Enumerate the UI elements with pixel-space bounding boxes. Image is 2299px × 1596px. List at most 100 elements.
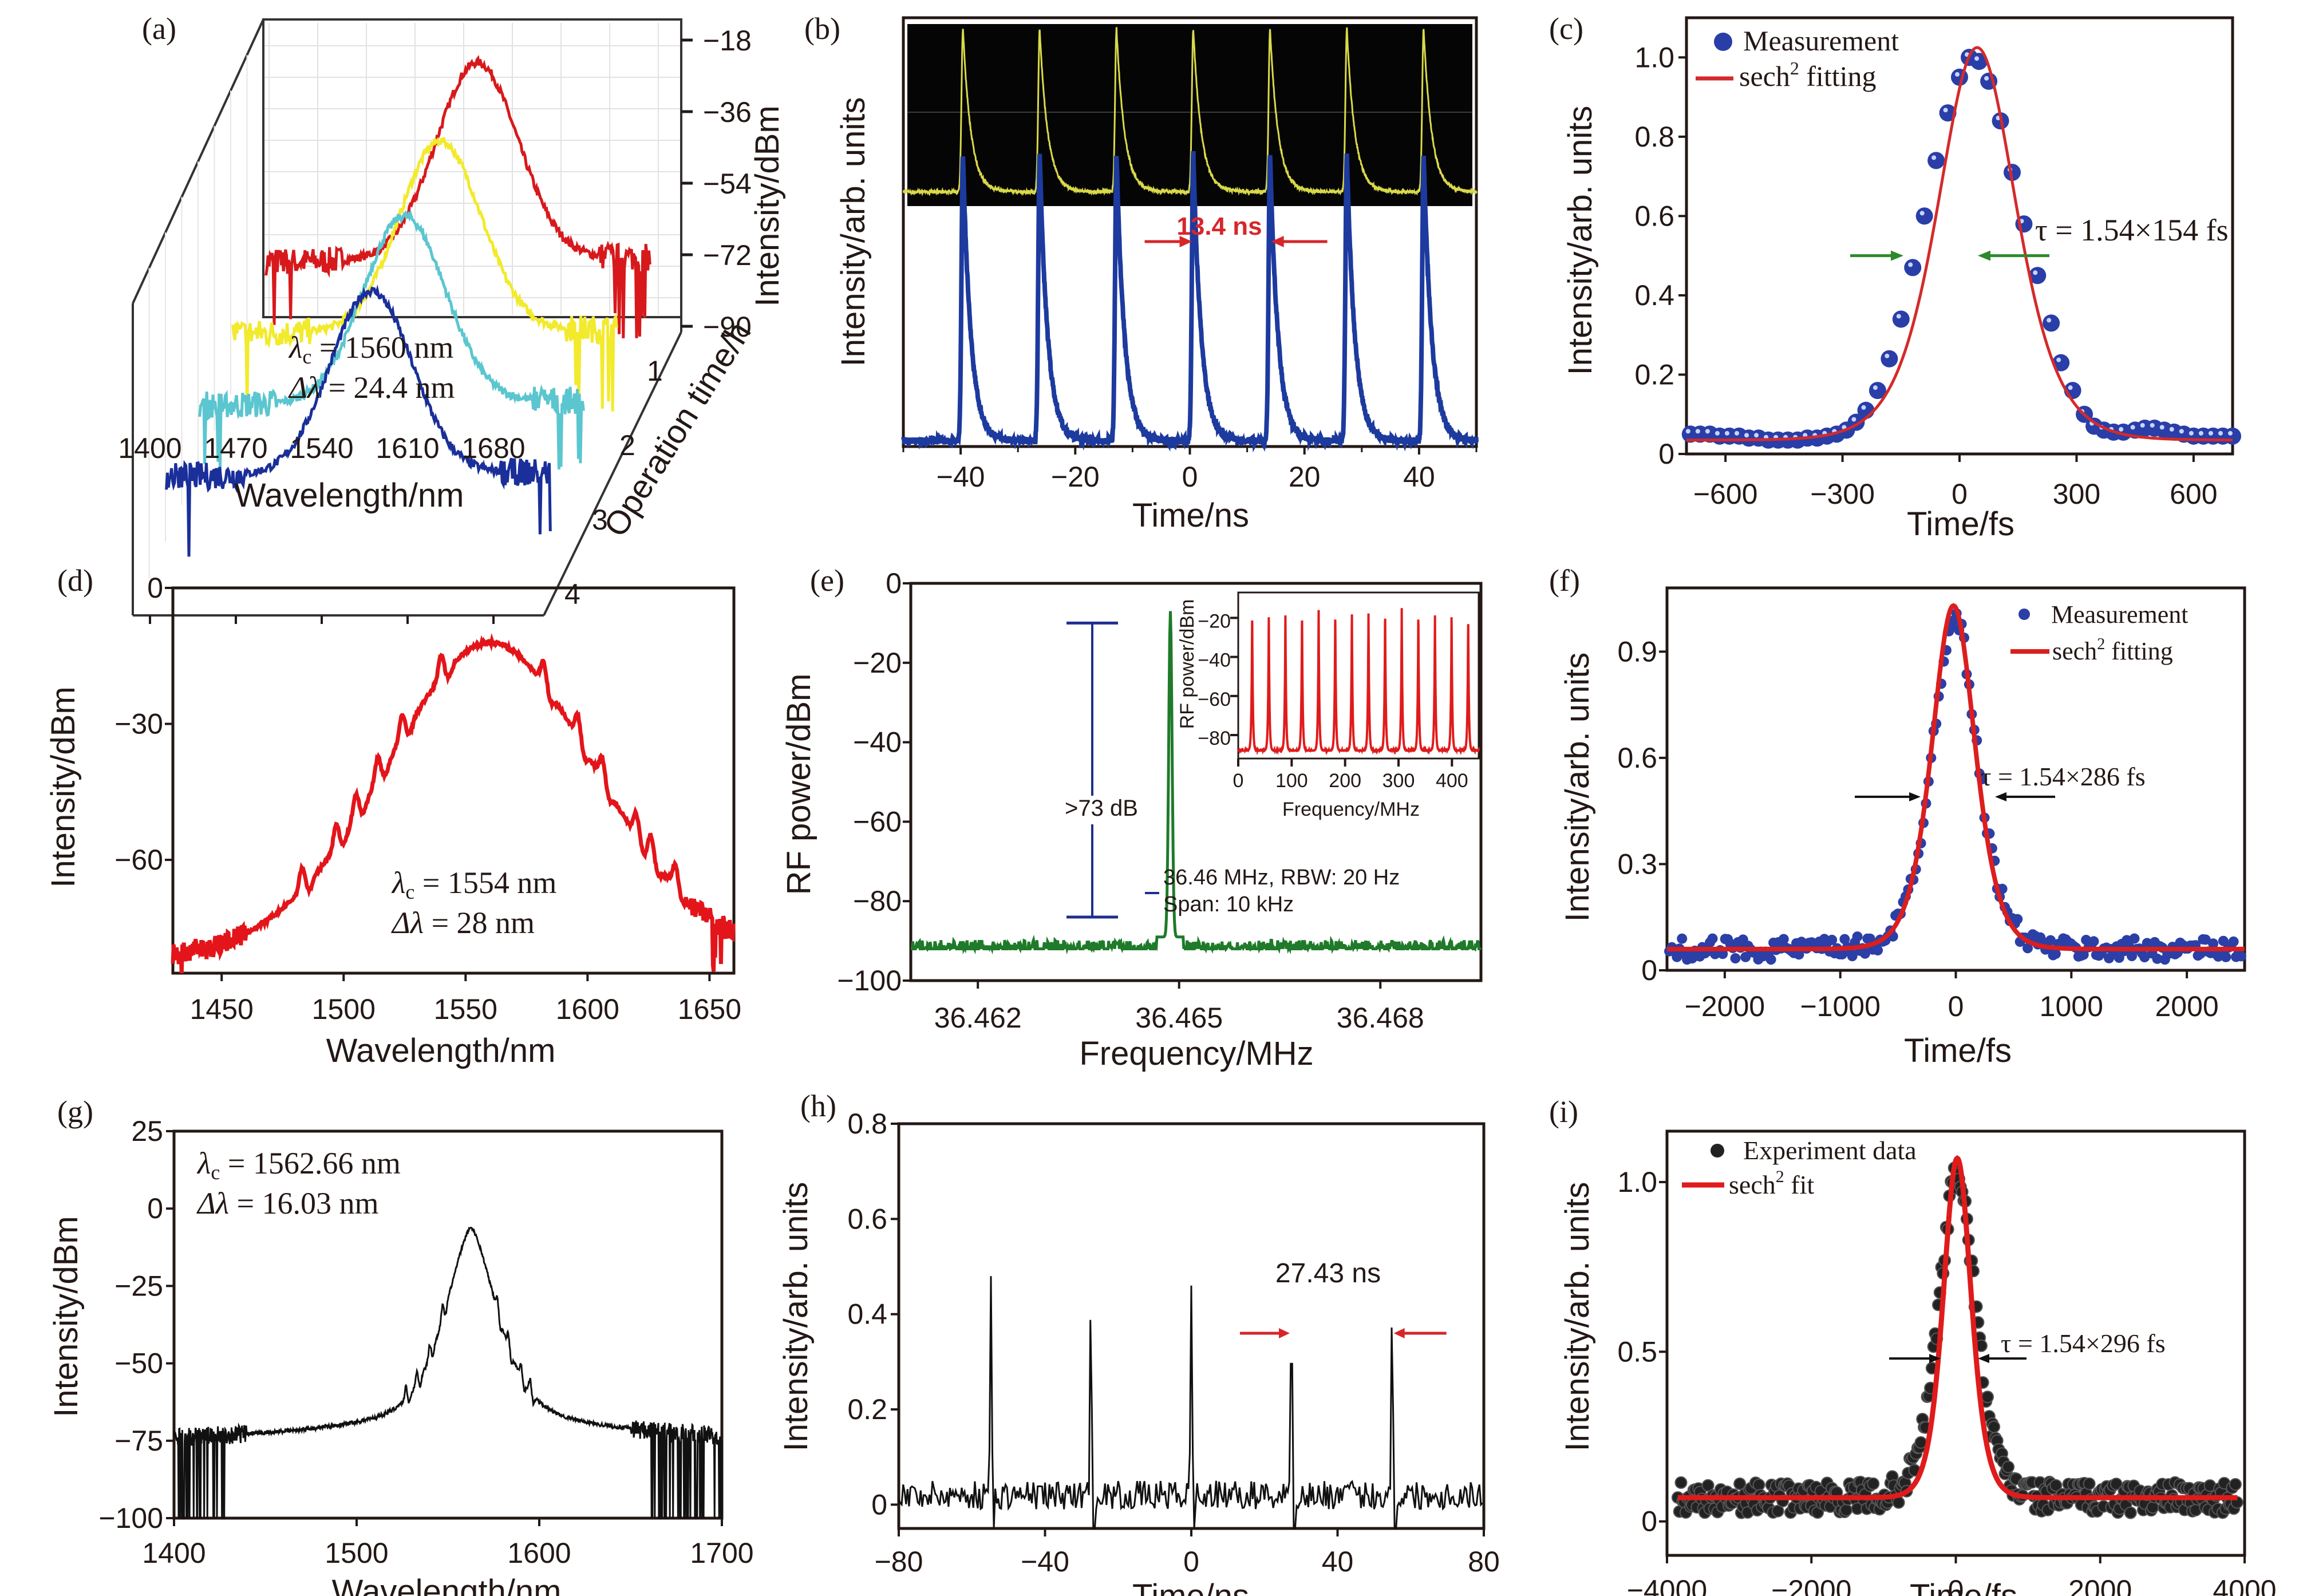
data-point-highlight (2056, 357, 2061, 362)
data-point-highlight (1695, 429, 1700, 434)
panel-a-traces (165, 55, 651, 557)
x-tick-label: 1450 (190, 993, 254, 1025)
data-point-highlight (1873, 385, 1878, 390)
y-tick-label: −40 (853, 726, 902, 759)
data-point (2029, 267, 2047, 285)
y-tick-label: −75 (114, 1425, 163, 1457)
data-point-highlight (2150, 422, 2155, 428)
data-point (2050, 949, 2061, 959)
fwhm-arrowhead-left (1929, 1354, 1941, 1364)
x-tick-label: 400 (1436, 770, 1468, 792)
panel-g-annotation-center: λc = 1562.66 nm (196, 1146, 401, 1184)
inset-x-label: Frequency/MHz (1282, 799, 1420, 820)
x-tick-label: 200 (1329, 770, 1361, 792)
x-tick-label: 0 (1948, 990, 1964, 1022)
data-point (1765, 954, 1776, 965)
panel-g-x-label: Wavelength/nm (332, 1573, 562, 1596)
panel-f-x-label: Time/fs (1904, 1032, 2012, 1069)
y-tick-label: 0.4 (1634, 279, 1674, 311)
x-tick-label: −40 (937, 461, 985, 493)
data-point-highlight (2179, 429, 2184, 434)
legend-label-measurement: Measurement (2051, 601, 2188, 629)
data-point-highlight (1705, 429, 1710, 434)
x-tick-label: 0 (1182, 461, 1198, 493)
panel-h-y-label: Intensity/arb. units (777, 1182, 815, 1452)
panel-g-y-label: Intensity/dBm (48, 1216, 85, 1417)
legend-label-fit: sech2 fit (1729, 1167, 1814, 1199)
data-point (1677, 933, 1688, 944)
period-arrowhead-right (1393, 1328, 1405, 1338)
inset-y-ticks: −20 −40 −60 −80 (1198, 610, 1238, 749)
y-tick-label: 0.5 (1617, 1336, 1657, 1368)
fit-curve (1686, 46, 2233, 442)
z-tick-label: 1 (647, 355, 663, 387)
y-tick-label: 0.6 (1634, 200, 1674, 232)
x-tick-label: 1470 (204, 432, 267, 464)
x-tick-label: 1700 (690, 1537, 753, 1569)
legend-label-fit: sech2 fitting (2052, 635, 2173, 665)
panel-i-y-label: Intensity/arb. units (1559, 1182, 1596, 1452)
x-tick-label: −300 (1810, 478, 1875, 510)
data-point-highlight (1861, 405, 1866, 410)
panel-a-annotation-bandwidth: Δλ = 24.4 nm (288, 370, 455, 405)
data-point-highlight (1931, 155, 1937, 160)
data-point (1730, 953, 1741, 964)
data-point (1892, 310, 1910, 328)
data-point-highlight (2208, 430, 2213, 436)
fwhm-arrowhead-right (1978, 250, 1990, 261)
data-point (2078, 949, 2089, 960)
panel-c-y-label: Intensity/arb. units (1562, 106, 1599, 376)
x-tick-label: 1550 (434, 993, 497, 1025)
panel-c-y-ticks: 0 0.2 0.4 0.6 0.8 1.0 (1634, 41, 1686, 470)
x-tick-label: 20 (1289, 461, 1321, 493)
y-tick-label: −72 (703, 239, 752, 271)
panel-a-z-ticks: 1 2 3 4 (564, 355, 663, 610)
data-point-highlight (1955, 72, 1960, 77)
panel-label-c: (c) (1549, 11, 1583, 46)
panel-h-y-ticks: 0 0.2 0.4 0.6 0.8 (847, 1108, 899, 1520)
period-arrowhead-right (1271, 236, 1284, 247)
y-tick-label: −80 (1198, 728, 1231, 749)
inset-frame (1237, 591, 1480, 760)
y-tick-label: −18 (703, 25, 752, 57)
panel-e-inset: 0 100 200 300 400 −20−40−60−80 RF power/dBm … (1176, 591, 1480, 820)
panel-e: (e) 36.462 36.465 36.468 0 −20 −40 −60 −80 −100… (780, 563, 1483, 1072)
y-tick-label: −50 (114, 1348, 163, 1380)
inset-x-ticks: 0 100 200 300 400 (1233, 759, 1468, 792)
data-point (1827, 934, 1838, 945)
panel-a-y-ticks: −18 −36 −54 −72 −90 (681, 25, 752, 343)
legend-marker-experiment (1711, 1144, 1724, 1158)
panel-a-box (132, 18, 682, 617)
x-tick-label: 1400 (142, 1537, 206, 1569)
series-trace-2h (231, 137, 618, 412)
data-point-highlight (1851, 417, 1856, 422)
panel-c-legend: Measurement sech2 fitting (1696, 25, 1899, 92)
panel-i-y-ticks: 0 0.5 1.0 (1617, 1166, 1667, 1538)
panel-d-plot (171, 633, 736, 974)
y-tick-label: −36 (703, 96, 752, 128)
data-point-highlight (1715, 430, 1720, 436)
x-tick-label: 0 (1233, 770, 1244, 792)
data-point-highlight (1754, 433, 1759, 438)
data-point (2224, 427, 2241, 445)
x-tick-label: 2000 (2155, 990, 2218, 1022)
panel-a-x-label: Wavelength/nm (235, 477, 464, 514)
y-tick-label: 0.3 (1617, 848, 1657, 880)
panel-h: (h) −80 −40 0 40 80 0 0.2 0.4 0.6 0.8 Intensity/… (777, 1089, 1500, 1596)
data-point (1778, 934, 1789, 945)
data-point (1869, 382, 1886, 400)
x-tick-label: 1400 (118, 432, 181, 464)
data-point (1733, 1477, 1747, 1490)
fit-curve (1677, 1155, 2238, 1500)
panel-h-x-ticks: −80 −40 0 40 80 (875, 1528, 1500, 1578)
y-tick-label: 1.0 (1634, 41, 1674, 73)
panel-g-x-ticks: 1400 1500 1600 1700 (142, 1518, 754, 1569)
panel-c-pulse-width-annotation: τ = 1.54×154 fs (2035, 213, 2229, 247)
data-point (1881, 350, 1898, 368)
data-point-highlight (1919, 211, 1925, 216)
y-tick-label: −20 (1198, 610, 1231, 632)
data-point (1915, 207, 1933, 225)
panel-h-x-label: Time/ns (1132, 1578, 1249, 1596)
inset-y-label: RF power/dBm (1176, 599, 1198, 729)
data-point (2146, 1501, 2159, 1514)
